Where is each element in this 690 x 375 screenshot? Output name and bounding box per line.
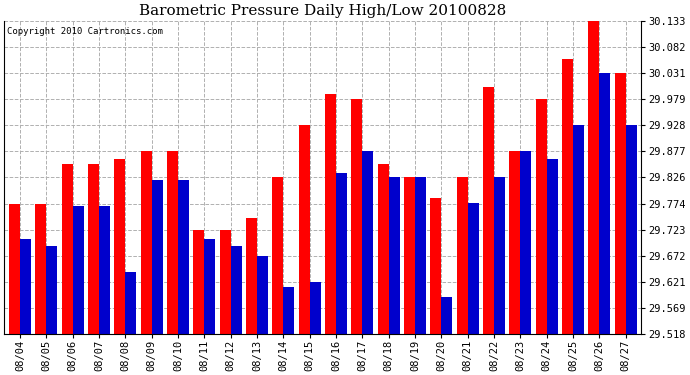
Bar [535, 99, 546, 334]
Bar [520, 151, 531, 334]
Bar [430, 198, 442, 334]
Bar [257, 256, 268, 334]
Bar [442, 297, 453, 334]
Bar [178, 180, 189, 334]
Bar [415, 177, 426, 334]
Bar [99, 206, 110, 334]
Bar [299, 125, 310, 334]
Bar [588, 21, 599, 334]
Bar [599, 73, 611, 334]
Bar [546, 159, 558, 334]
Bar [204, 239, 215, 334]
Bar [404, 177, 415, 334]
Bar [362, 151, 373, 334]
Bar [468, 203, 479, 334]
Bar [562, 60, 573, 334]
Bar [483, 87, 494, 334]
Bar [457, 177, 468, 334]
Bar [61, 164, 72, 334]
Bar [351, 99, 362, 334]
Bar [141, 151, 152, 334]
Bar [20, 239, 31, 334]
Bar [325, 94, 336, 334]
Bar [167, 151, 178, 334]
Text: Copyright 2010 Cartronics.com: Copyright 2010 Cartronics.com [8, 27, 164, 36]
Bar [126, 272, 137, 334]
Bar [230, 246, 241, 334]
Bar [388, 177, 400, 334]
Bar [115, 159, 126, 334]
Bar [9, 204, 20, 334]
Bar [46, 246, 57, 334]
Bar [573, 125, 584, 334]
Bar [72, 206, 83, 334]
Title: Barometric Pressure Daily High/Low 20100828: Barometric Pressure Daily High/Low 20100… [139, 4, 506, 18]
Bar [246, 218, 257, 334]
Bar [310, 282, 321, 334]
Bar [494, 177, 505, 334]
Bar [284, 287, 295, 334]
Bar [509, 151, 520, 334]
Bar [219, 230, 230, 334]
Bar [336, 172, 347, 334]
Bar [193, 230, 204, 334]
Bar [626, 125, 637, 334]
Bar [88, 164, 99, 334]
Bar [615, 73, 626, 334]
Bar [377, 164, 388, 334]
Bar [35, 204, 46, 334]
Bar [273, 177, 284, 334]
Bar [152, 180, 163, 334]
